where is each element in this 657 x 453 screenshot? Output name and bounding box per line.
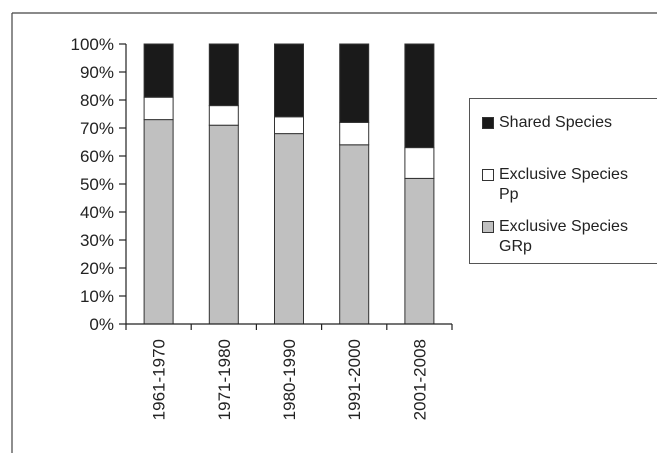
- bar-segment-shared: [404, 43, 435, 149]
- x-tick-label: 1971-1980: [215, 339, 234, 420]
- legend: Shared Species Exclusive Species Pp Excl…: [469, 98, 657, 264]
- y-tick-label: 100%: [71, 35, 114, 54]
- bar-segment-shared: [143, 43, 174, 98]
- bar-segment-shared: [208, 43, 239, 107]
- bar-segment-exclusive-grp: [339, 144, 370, 325]
- bar-segment-exclusive-pp: [143, 96, 174, 121]
- y-tick-label: 0%: [89, 315, 114, 334]
- legend-item-exclusive-grp: Exclusive Species GRp: [482, 217, 657, 257]
- legend-swatch-exclusive-pp: [482, 169, 494, 181]
- legend-label-shared: Shared Species: [499, 114, 612, 131]
- x-tick-label: 1961-1970: [150, 339, 169, 420]
- y-tick-label: 40%: [80, 203, 114, 222]
- legend-label-exclusive-grp: Exclusive Species GRp: [499, 218, 628, 255]
- x-tick-label: 1980-1990: [280, 339, 299, 420]
- bar-segment-exclusive-grp: [208, 124, 239, 325]
- legend-label-exclusive-pp: Exclusive Species Pp: [499, 166, 628, 203]
- y-tick-label: 20%: [80, 259, 114, 278]
- bar-segment-exclusive-grp: [404, 177, 435, 325]
- y-axis-ticks: 0% 10% 20% 30% 40% 50% 60% 70% 80% 90% 100%: [71, 35, 126, 334]
- y-tick-label: 10%: [80, 287, 114, 306]
- legend-item-exclusive-pp: Exclusive Species Pp: [482, 165, 657, 205]
- bar-segment-exclusive-pp: [339, 121, 370, 146]
- bar-segment-exclusive-grp: [274, 133, 304, 325]
- y-tick-label: 30%: [80, 231, 114, 250]
- bar-segment-exclusive-grp: [143, 119, 174, 325]
- legend-swatch-exclusive-grp: [482, 221, 494, 233]
- legend-item-shared: Shared Species: [482, 113, 657, 133]
- bar-segment-exclusive-pp: [404, 147, 435, 179]
- legend-swatch-shared: [482, 117, 494, 129]
- y-tick-label: 80%: [80, 91, 114, 110]
- bar-segment-exclusive-pp: [208, 105, 239, 126]
- x-axis-ticks: 1961-1970 1971-1980 1980-1990 1991-2000 2001…: [125, 324, 453, 420]
- y-tick-label: 60%: [80, 147, 114, 166]
- bars-group: [143, 43, 435, 325]
- bar-segment-shared: [274, 43, 304, 118]
- bar-segment-exclusive-pp: [274, 116, 304, 135]
- x-tick-label: 2001-2008: [410, 339, 429, 420]
- x-tick-label: 1991-2000: [345, 339, 364, 420]
- y-tick-label: 90%: [80, 63, 114, 82]
- y-tick-label: 70%: [80, 119, 114, 138]
- bar-segment-shared: [339, 43, 370, 123]
- y-tick-label: 50%: [80, 175, 114, 194]
